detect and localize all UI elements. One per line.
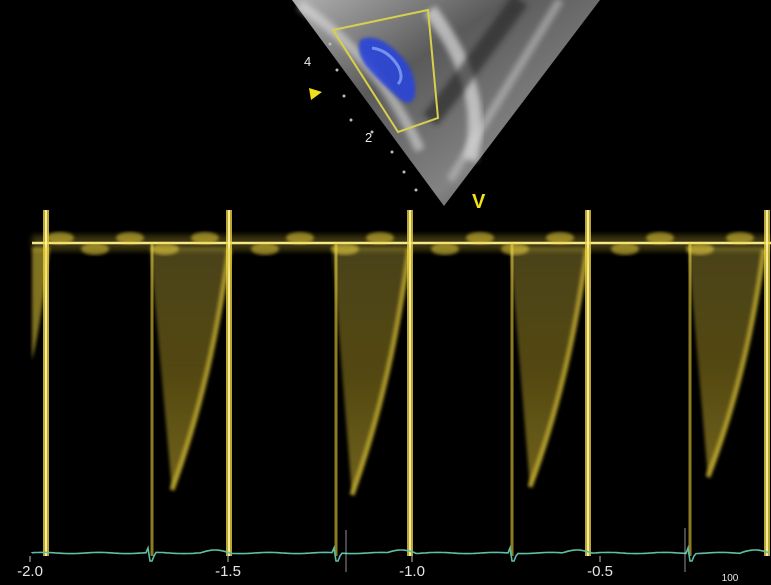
time-label-minus-1-5: -1.5 (215, 563, 241, 580)
time-label-minus-2-0: -2.0 (17, 563, 43, 580)
ecg-trace (31, 544, 771, 562)
time-label-minus-1-0: -1.0 (399, 563, 425, 580)
time-axis (29, 556, 601, 562)
corner-label: 100 (721, 573, 739, 584)
sample-volume-box (331, 8, 440, 134)
doppler-spectrum (32, 210, 771, 556)
doppler-marker-label: V (472, 191, 486, 213)
focus-marker-icon (309, 88, 322, 100)
sector-image (292, 0, 600, 206)
r-wave-markers (345, 528, 686, 572)
depth-scale (328, 42, 418, 192)
depth-label-4: 4 (304, 54, 312, 69)
time-label-minus-0-5: -0.5 (587, 563, 613, 580)
color-flow-jet (358, 37, 416, 103)
depth-label-2: 2 (365, 130, 373, 145)
